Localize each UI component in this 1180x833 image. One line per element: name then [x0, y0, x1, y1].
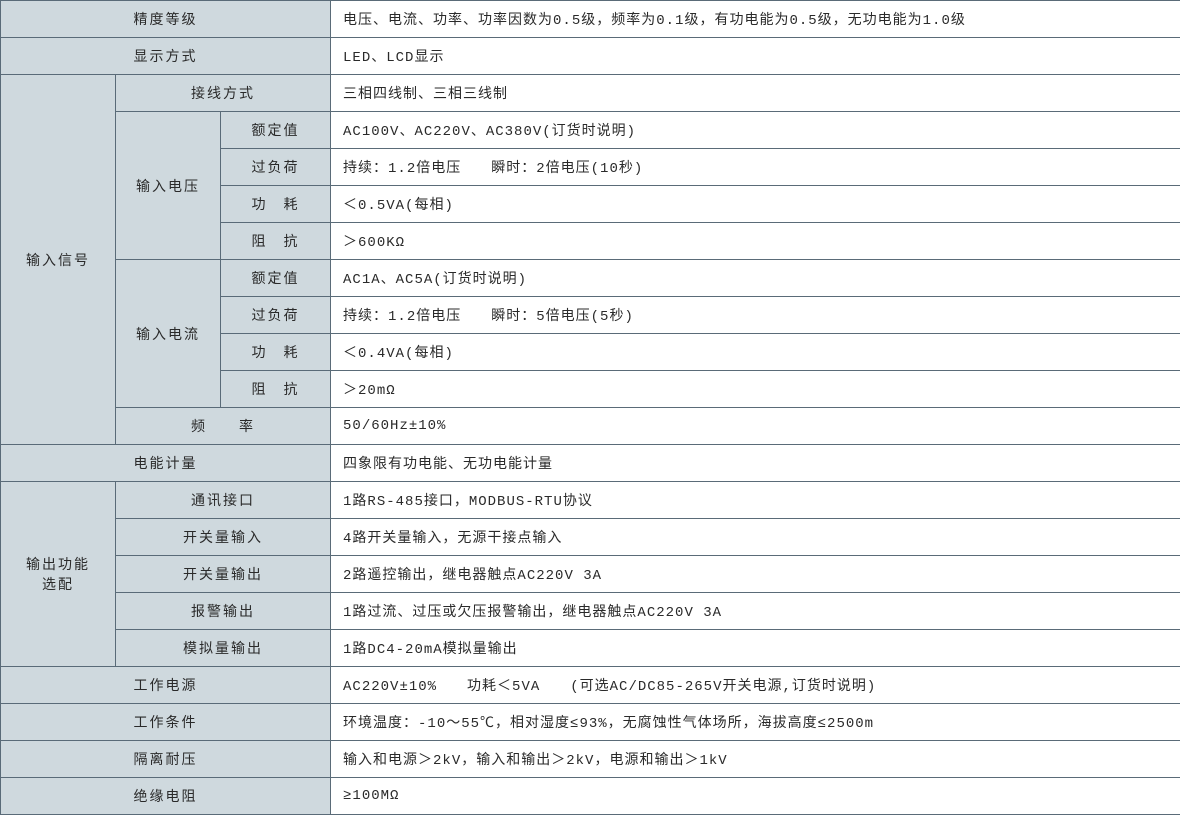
row-value: LED、LCD显示: [331, 38, 1180, 75]
table-body: 精度等级电压、电流、功率、功率因数为0.5级，频率为0.1级，有功电能为0.5级…: [1, 1, 1180, 815]
table-row: 输入电压额定值AC100V、AC220V、AC380V(订货时说明): [1, 112, 1180, 149]
row-value: ＞20mΩ: [331, 371, 1180, 408]
row-value: 四象限有功电能、无功电能计量: [331, 445, 1180, 482]
row-header-2: 接线方式: [116, 75, 331, 112]
row-value: AC1A、AC5A(订货时说明): [331, 260, 1180, 297]
row-value: 4路开关量输入，无源干接点输入: [331, 519, 1180, 556]
row-value: ＜0.4VA(每相): [331, 334, 1180, 371]
row-header-3: 额定值: [221, 260, 331, 297]
row-header-3: 过负荷: [221, 297, 331, 334]
row-header-2: 模拟量输出: [116, 630, 331, 667]
table-row: 精度等级电压、电流、功率、功率因数为0.5级，频率为0.1级，有功电能为0.5级…: [1, 1, 1180, 38]
row-header-2: 报警输出: [116, 593, 331, 630]
row-header-3: 阻 抗: [221, 223, 331, 260]
table-row: 频 率50/60Hz±10%: [1, 408, 1180, 445]
row-header-1: 电能计量: [1, 445, 331, 482]
table-row: 工作电源AC220V±10% 功耗＜5VA (可选AC/DC85-265V开关电…: [1, 667, 1180, 704]
table-row: 电能计量四象限有功电能、无功电能计量: [1, 445, 1180, 482]
table-row: 隔离耐压输入和电源＞2kV，输入和输出＞2kV，电源和输出＞1kV: [1, 741, 1180, 778]
row-header-3: 功 耗: [221, 334, 331, 371]
row-header-3: 功 耗: [221, 186, 331, 223]
row-value: 持续：1.2倍电压 瞬时：2倍电压(10秒): [331, 149, 1180, 186]
row-value: 1路DC4-20mA模拟量输出: [331, 630, 1180, 667]
table-row: 输入电流额定值AC1A、AC5A(订货时说明): [1, 260, 1180, 297]
table-row: 绝缘电阻≥100MΩ: [1, 778, 1180, 815]
row-header-2: 输入电压: [116, 112, 221, 260]
row-value: ＜0.5VA(每相): [331, 186, 1180, 223]
row-header-2: 输入电流: [116, 260, 221, 408]
row-header-1: 显示方式: [1, 38, 331, 75]
row-value: ＞600KΩ: [331, 223, 1180, 260]
row-header-1: 隔离耐压: [1, 741, 331, 778]
row-value: 输入和电源＞2kV，输入和输出＞2kV，电源和输出＞1kV: [331, 741, 1180, 778]
table-row: 输入信号接线方式三相四线制、三相三线制: [1, 75, 1180, 112]
row-header-2: 通讯接口: [116, 482, 331, 519]
specification-table: 精度等级电压、电流、功率、功率因数为0.5级，频率为0.1级，有功电能为0.5级…: [0, 0, 1180, 815]
row-value: 持续：1.2倍电压 瞬时：5倍电压(5秒): [331, 297, 1180, 334]
table-row: 开关量输出2路遥控输出，继电器触点AC220V 3A: [1, 556, 1180, 593]
row-header-1: 绝缘电阻: [1, 778, 331, 815]
row-value: ≥100MΩ: [331, 778, 1180, 815]
row-header-1: 精度等级: [1, 1, 331, 38]
table-row: 显示方式LED、LCD显示: [1, 38, 1180, 75]
row-header-3: 额定值: [221, 112, 331, 149]
table-row: 开关量输入4路开关量输入，无源干接点输入: [1, 519, 1180, 556]
row-value: 电压、电流、功率、功率因数为0.5级，频率为0.1级，有功电能为0.5级，无功电…: [331, 1, 1180, 38]
row-header-2: 开关量输入: [116, 519, 331, 556]
row-header-2: 频 率: [116, 408, 331, 445]
row-value: AC100V、AC220V、AC380V(订货时说明): [331, 112, 1180, 149]
row-value: 环境温度：-10～55℃，相对湿度≤93%，无腐蚀性气体场所，海拔高度≤2500…: [331, 704, 1180, 741]
table-row: 模拟量输出1路DC4-20mA模拟量输出: [1, 630, 1180, 667]
table-row: 报警输出1路过流、过压或欠压报警输出，继电器触点AC220V 3A: [1, 593, 1180, 630]
table-row: 输出功能选配通讯接口1路RS-485接口，MODBUS-RTU协议: [1, 482, 1180, 519]
row-header-3: 阻 抗: [221, 371, 331, 408]
row-header-1: 工作条件: [1, 704, 331, 741]
row-header-1: 工作电源: [1, 667, 331, 704]
table-row: 工作条件环境温度：-10～55℃，相对湿度≤93%，无腐蚀性气体场所，海拔高度≤…: [1, 704, 1180, 741]
row-value: 1路RS-485接口，MODBUS-RTU协议: [331, 482, 1180, 519]
row-value: 1路过流、过压或欠压报警输出，继电器触点AC220V 3A: [331, 593, 1180, 630]
row-value: 50/60Hz±10%: [331, 408, 1180, 445]
row-header-3: 过负荷: [221, 149, 331, 186]
row-value: 2路遥控输出，继电器触点AC220V 3A: [331, 556, 1180, 593]
row-value: AC220V±10% 功耗＜5VA (可选AC/DC85-265V开关电源,订货…: [331, 667, 1180, 704]
row-header-1: 输入信号: [1, 75, 116, 445]
row-header-2: 开关量输出: [116, 556, 331, 593]
row-value: 三相四线制、三相三线制: [331, 75, 1180, 112]
row-header-1: 输出功能选配: [1, 482, 116, 667]
